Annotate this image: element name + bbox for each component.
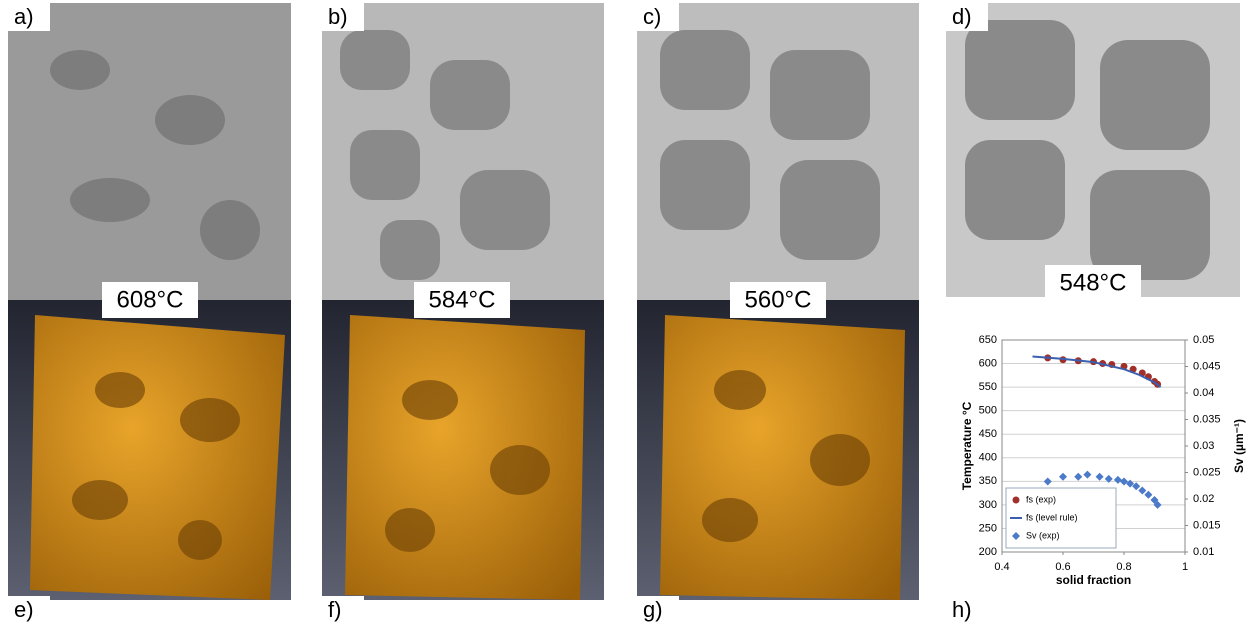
panel-label: a) [14,4,34,29]
x-tick-label: 0.8 [1116,561,1131,573]
temperature-label: 560°C [745,286,812,313]
y2-tick-label: 0.035 [1193,413,1221,425]
panel-label: g) [643,597,663,622]
point [1096,473,1104,481]
y2-tick-label: 0.04 [1193,387,1214,399]
point [1144,491,1152,499]
figure: 200 250 300 350 400 450 500 550 600 650 0.01 0.015 0… [0,0,1254,625]
x-tick-label: 0.4 [994,561,1009,573]
y-tick-label: 650 [979,334,997,346]
point [1083,471,1091,479]
point [1074,473,1082,481]
y-tick-label: 200 [979,546,997,558]
y2-tick-label: 0.025 [1193,466,1221,478]
x-tick-label: 0.6 [1055,561,1070,573]
point [1138,487,1146,495]
point [1059,473,1067,481]
panel-label: e) [14,597,34,622]
legend-swatch [1013,497,1020,504]
panel-label: c) [643,4,661,29]
x-axis-label: solid fraction [1056,573,1131,587]
legend-label: Sv (exp) [1026,530,1060,540]
y-tick-label: 450 [979,428,997,440]
y2-tick-label: 0.045 [1193,360,1221,372]
y-tick-label: 350 [979,475,997,487]
y2-tick-label: 0.05 [1193,334,1214,346]
y2-tick-label: 0.015 [1193,519,1221,531]
y-axis-label: Temperature °C [960,401,974,490]
x-tick-label: 1 [1182,561,1188,573]
y-tick-label: 300 [979,499,997,511]
y2-axis-label: Sv (µm⁻¹) [1232,419,1246,473]
legend-label: fs (level rule) [1026,512,1078,522]
legend-label: fs (exp) [1026,494,1056,504]
y-tick-label: 600 [979,357,997,369]
y2-tick-label: 0.03 [1193,440,1214,452]
y2-tick-label: 0.02 [1193,493,1214,505]
panel-label: d) [952,4,972,29]
y2-tick-label: 0.01 [1193,546,1214,558]
y-tick-label: 550 [979,381,997,393]
panel-label: f) [328,597,341,622]
micrograph-a [8,3,291,300]
y-tick-label: 400 [979,452,997,464]
point [1114,476,1122,484]
panel-label: h) [952,597,972,622]
temperature-label: 548°C [1060,269,1127,296]
chart-h: 200 250 300 350 400 450 500 550 600 650 0.01 0.015 0… [960,334,1246,587]
y-tick-label: 500 [979,405,997,417]
temperature-label: 584°C [429,286,496,313]
y-tick-label: 250 [979,522,997,534]
temperature-label: 608°C [117,286,184,313]
panel-label: b) [328,4,348,29]
point [1044,478,1052,486]
